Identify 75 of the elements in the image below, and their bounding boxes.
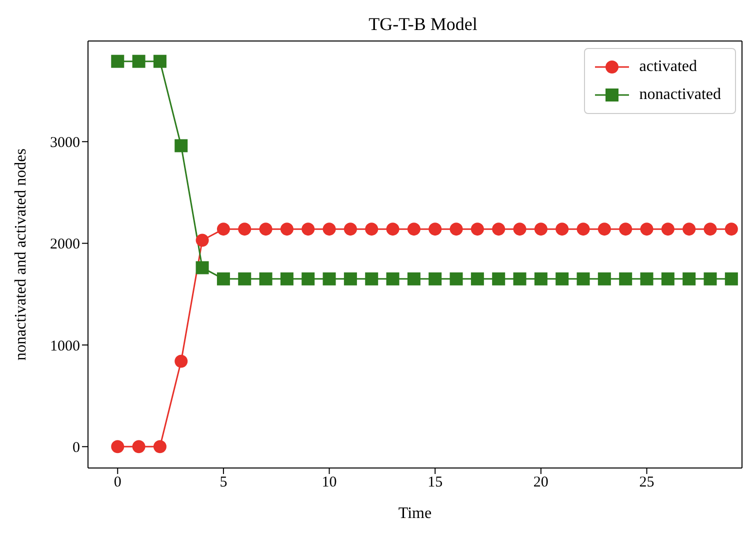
point (598, 222, 611, 236)
x-tick-label: 20 (533, 474, 548, 491)
point (556, 222, 569, 236)
point (386, 222, 400, 236)
point (534, 272, 548, 286)
point (724, 272, 738, 286)
point (132, 54, 146, 68)
y-tick-label: 2000 (50, 236, 80, 253)
point (132, 440, 146, 454)
point (344, 222, 357, 236)
point (534, 222, 548, 236)
point (111, 54, 124, 68)
point (174, 139, 188, 152)
point (682, 222, 696, 236)
x-tick-label: 25 (639, 474, 654, 491)
x-tick-label: 15 (428, 474, 443, 491)
chart-title: TG-T-B Model (368, 14, 478, 34)
point (174, 354, 188, 368)
point (365, 222, 378, 236)
point (513, 222, 526, 236)
point (576, 272, 590, 286)
point (302, 272, 315, 286)
point (322, 272, 336, 286)
point (238, 222, 252, 236)
point (598, 272, 611, 286)
point (196, 261, 209, 274)
point (153, 54, 166, 68)
point (153, 440, 166, 454)
point (407, 272, 420, 286)
point (704, 222, 717, 236)
point (704, 272, 717, 286)
point (386, 272, 400, 286)
x-tick-label: 10 (322, 474, 337, 491)
point (216, 272, 230, 286)
x-axis-title: Time (398, 505, 432, 522)
point (216, 222, 230, 236)
point (428, 272, 442, 286)
point (619, 222, 632, 236)
point (470, 272, 484, 286)
point (661, 222, 674, 236)
point (724, 222, 738, 236)
point (640, 272, 654, 286)
legend-label: nonactivated (639, 85, 721, 105)
point (344, 272, 357, 286)
y-tick-label: 0 (72, 440, 80, 456)
x-tick-label: 5 (220, 474, 228, 491)
point (259, 272, 272, 286)
point (470, 222, 484, 236)
point (661, 272, 674, 286)
point (492, 222, 506, 236)
point (407, 222, 420, 236)
point (322, 222, 336, 236)
point (196, 234, 209, 247)
y-tick-label: 3000 (50, 134, 80, 151)
point (492, 272, 506, 286)
point (513, 272, 526, 286)
point (640, 222, 654, 236)
y-axis-title: nonactivated and activated nodes (12, 148, 30, 360)
point (619, 272, 632, 286)
point (111, 440, 124, 454)
point (302, 222, 315, 236)
point (556, 272, 569, 286)
point (576, 222, 590, 236)
legend-label: activated (639, 57, 697, 77)
point (450, 222, 463, 236)
point (365, 272, 378, 286)
y-tick-label: 1000 (50, 338, 80, 354)
point (450, 272, 463, 286)
point (428, 222, 442, 236)
point (280, 272, 294, 286)
point (259, 222, 272, 236)
point (280, 222, 294, 236)
x-tick-label: 0 (114, 474, 122, 491)
point (238, 272, 252, 286)
point (682, 272, 696, 286)
